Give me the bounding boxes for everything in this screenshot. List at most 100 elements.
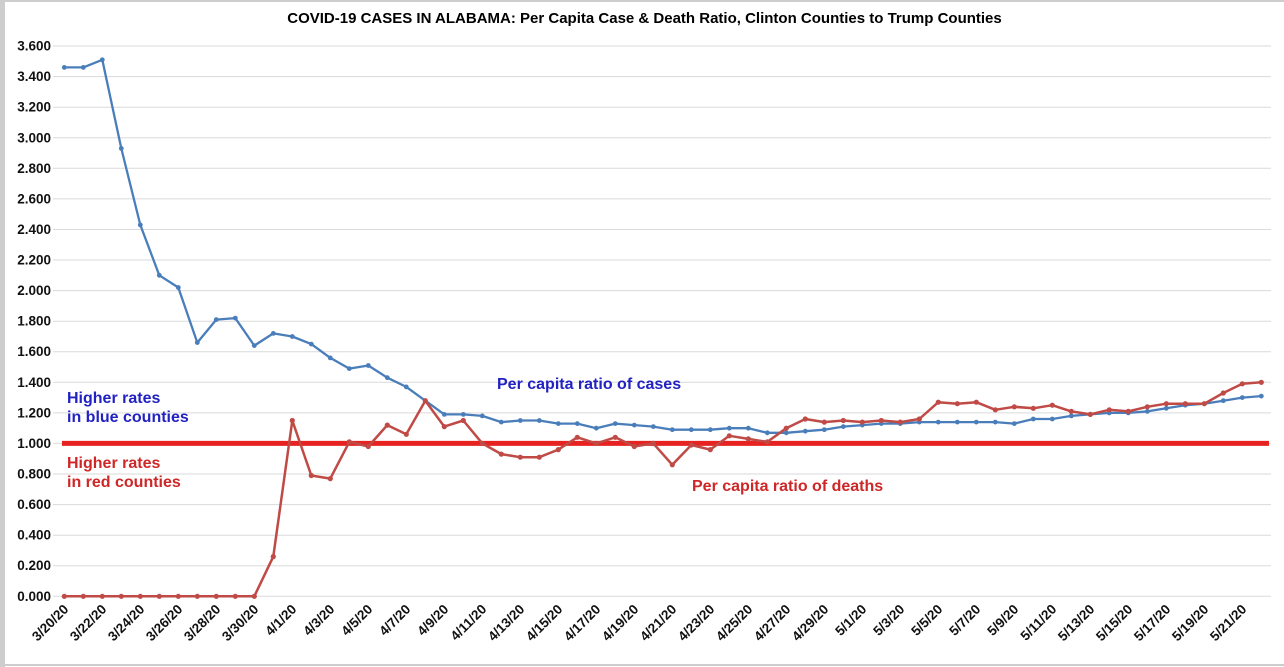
cases-data-point <box>821 427 827 433</box>
x-tick-label: 5/11/20 <box>1017 602 1059 644</box>
deaths-data-point <box>441 424 447 430</box>
cases-data-point <box>327 355 333 361</box>
deaths-data-point <box>308 472 314 479</box>
x-tick-label: 4/5/20 <box>338 602 375 639</box>
deaths-data-point <box>175 593 181 599</box>
deaths-data-point <box>1049 402 1055 408</box>
cases-data-point <box>764 430 770 436</box>
cases-line <box>63 58 1263 434</box>
cases-data-point <box>593 425 599 431</box>
x-tick-label: 4/7/20 <box>376 602 413 639</box>
cases-data-point <box>992 419 998 425</box>
deaths-data-point <box>251 593 257 599</box>
x-tick-label: 3/30/20 <box>219 602 261 644</box>
deaths-data-point <box>80 593 86 599</box>
cases-data-point <box>479 413 485 419</box>
deaths-data-point <box>650 440 656 446</box>
deaths-data-point <box>327 476 333 482</box>
x-tick-label: 4/15/20 <box>523 602 565 644</box>
deaths-data-point <box>745 436 751 442</box>
deaths-data-point <box>954 401 960 407</box>
deaths-data-point <box>612 434 618 440</box>
cases-data-point <box>175 285 181 290</box>
deaths-data-point <box>270 554 276 560</box>
deaths-data-point <box>897 419 903 425</box>
x-tick-label: 5/9/20 <box>984 602 1021 639</box>
cases-data-point <box>460 412 466 417</box>
deaths-data-point <box>1182 401 1188 407</box>
x-tick-label: 5/21/20 <box>1207 602 1249 644</box>
cases-data-point <box>365 363 371 368</box>
x-tick-label: 3/24/20 <box>105 602 147 644</box>
x-tick-label: 4/11/20 <box>447 602 489 644</box>
y-tick-label: 1.400 <box>17 375 51 390</box>
y-tick-label: 0.600 <box>17 497 51 512</box>
cases-data-point <box>555 421 561 426</box>
deaths-data-point <box>669 462 675 468</box>
deaths-data-point <box>232 593 238 599</box>
cases-data-point <box>840 424 846 429</box>
deaths-data-point <box>593 440 599 446</box>
cases-data-point <box>61 65 67 70</box>
deaths-data-point <box>1068 408 1074 414</box>
deaths-data-point <box>479 440 485 446</box>
deaths-data-point <box>574 434 580 440</box>
screenshot-bottom-edge <box>5 664 1284 666</box>
deaths-data-point <box>1011 404 1017 410</box>
x-tick-label: 4/9/20 <box>414 602 451 639</box>
cases-data-point <box>536 418 542 423</box>
cases-data-point <box>517 418 523 423</box>
annotation-line: in blue counties <box>67 409 189 426</box>
line-chart-plot-area: 0.000 0.200 0.400 0.600 0.800 1.000 1.200 1.400… <box>17 39 1271 644</box>
y-tick-label: 0.200 <box>17 558 51 573</box>
cases-data-point <box>384 375 390 381</box>
cases-data-point <box>1030 416 1036 422</box>
x-tick-label: 3/22/20 <box>67 602 109 644</box>
annotation-line: Higher rates <box>67 390 161 407</box>
deaths-data-point <box>137 593 143 599</box>
deaths-data-point <box>859 419 865 425</box>
deaths-data-point <box>346 439 352 445</box>
deaths-data-point <box>821 419 827 425</box>
y-tick-label: 1.800 <box>17 314 51 329</box>
deaths-data-point <box>1030 405 1036 411</box>
y-tick-label: 2.200 <box>17 253 51 268</box>
deaths-data-point <box>935 399 941 405</box>
deaths-line <box>63 381 1263 598</box>
cases-data-point <box>669 427 675 433</box>
cases-data-point <box>973 419 979 425</box>
deaths-data-point <box>992 407 998 413</box>
cases-data-point <box>1011 421 1017 426</box>
y-tick-label: 1.600 <box>17 344 51 359</box>
cases-data-point <box>954 419 960 425</box>
cases-data-point <box>137 222 143 228</box>
deaths-data-point <box>1106 407 1112 413</box>
cases-data-point <box>346 366 352 371</box>
annotation-higher-rates-blue-counties: Higher rates in blue counties <box>67 389 189 427</box>
deaths-data-point <box>498 451 504 457</box>
x-tick-label: 5/19/20 <box>1169 602 1211 644</box>
y-tick-label: 3.000 <box>17 130 51 145</box>
y-tick-label: 2.000 <box>17 283 51 298</box>
cases-data-point <box>612 421 618 426</box>
cases-data-point <box>1220 398 1226 404</box>
cases-data-point <box>194 340 200 345</box>
deaths-data-point <box>878 417 884 424</box>
deaths-data-point <box>726 433 732 439</box>
y-tick-label: 0.000 <box>17 589 51 604</box>
y-tick-label: 2.800 <box>17 161 51 176</box>
cases-data-point <box>270 331 276 336</box>
deaths-data-point <box>555 447 561 453</box>
y-tick-label: 0.400 <box>17 528 51 543</box>
y-tick-label: 3.400 <box>17 69 51 84</box>
deaths-data-point <box>1144 404 1150 410</box>
deaths-data-point <box>1201 401 1207 407</box>
cases-data-point <box>251 343 257 348</box>
deaths-data-point <box>460 417 466 424</box>
deaths-data-point <box>61 593 67 599</box>
y-tick-label: 1.000 <box>17 436 51 451</box>
y-tick-label: 3.600 <box>17 39 51 54</box>
y-tick-label: 2.400 <box>17 222 51 237</box>
annotation-cases-series-label: Per capita ratio of cases <box>497 376 682 393</box>
x-tick-label: 4/25/20 <box>713 602 755 644</box>
